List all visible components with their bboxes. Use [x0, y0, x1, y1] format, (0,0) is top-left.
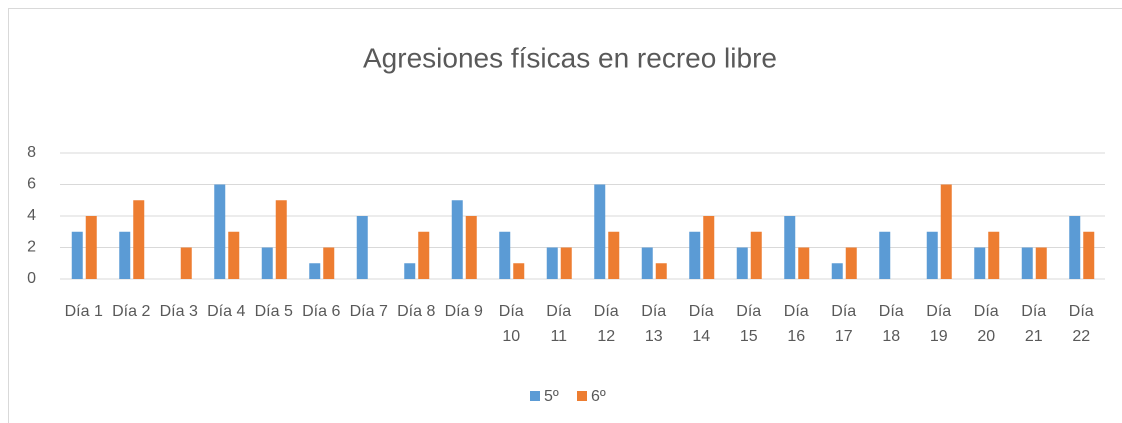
- x-tick-label: Día 13: [641, 303, 667, 345]
- legend-swatch: [530, 391, 540, 401]
- bar: [560, 247, 572, 279]
- x-tick-label: Día 18: [878, 303, 904, 345]
- chart-title: Agresiones físicas en recreo libre: [363, 42, 777, 73]
- bar: [1035, 247, 1047, 279]
- bar: [879, 231, 891, 279]
- x-tick-label: Día 9: [444, 303, 483, 320]
- x-tick-label: Día 5: [254, 303, 293, 320]
- bar: [594, 184, 606, 279]
- y-tick-label: 4: [27, 207, 36, 224]
- bar: [546, 247, 558, 279]
- y-tick-label: 6: [27, 176, 36, 193]
- x-tick-label: Día 14: [688, 303, 714, 345]
- bar: [940, 184, 952, 279]
- x-tick-label: Día 22: [1068, 303, 1094, 345]
- legend-swatch: [577, 391, 587, 401]
- y-tick-label: 8: [27, 144, 36, 161]
- x-tick-label: Día 4: [207, 303, 246, 320]
- x-tick-label: Día 1: [64, 303, 103, 320]
- bar: [784, 216, 796, 279]
- x-tick-label: Día 16: [783, 303, 809, 345]
- bar: [831, 263, 843, 279]
- bar: [845, 247, 857, 279]
- bar: [418, 231, 430, 279]
- bar: [974, 247, 986, 279]
- legend-label: 5º: [544, 388, 559, 405]
- bar: [513, 263, 525, 279]
- bar: [750, 231, 762, 279]
- bar: [655, 263, 667, 279]
- bar: [119, 231, 131, 279]
- bar: [1021, 247, 1033, 279]
- bar: [926, 231, 938, 279]
- x-tick-label: Día 19: [926, 303, 952, 345]
- bar: [499, 231, 511, 279]
- bar: [1083, 231, 1095, 279]
- bar: [71, 231, 83, 279]
- bar: [689, 231, 701, 279]
- x-tick-label: Día 6: [302, 303, 341, 320]
- bar: [261, 247, 273, 279]
- y-tick-label: 2: [27, 239, 36, 256]
- x-tick-label: Día 8: [397, 303, 436, 320]
- bar: [228, 231, 240, 279]
- bar: [608, 231, 620, 279]
- y-tick-label: 0: [27, 270, 36, 287]
- chart-border: [8, 8, 1122, 423]
- bar: [988, 231, 1000, 279]
- x-tick-label: Día 10: [498, 303, 524, 345]
- x-tick-label: Día 17: [831, 303, 857, 345]
- bar: [1069, 216, 1081, 279]
- x-tick-label: Día 21: [1021, 303, 1047, 345]
- bar: [465, 216, 477, 279]
- bar: [404, 263, 416, 279]
- x-tick-label: Día 7: [349, 303, 388, 320]
- x-tick-label: Día 20: [973, 303, 999, 345]
- bar: [703, 216, 715, 279]
- bar: [323, 247, 335, 279]
- bar: [736, 247, 748, 279]
- x-tick-label: Día 12: [593, 303, 619, 345]
- bar: [85, 216, 97, 279]
- x-tick-label: Día 11: [546, 303, 572, 345]
- bar: [309, 263, 321, 279]
- legend-label: 6º: [591, 388, 606, 405]
- bar: [133, 200, 145, 279]
- x-tick-label: Día 3: [159, 303, 198, 320]
- bar: [275, 200, 287, 279]
- x-tick-label: Día 2: [112, 303, 151, 320]
- bar: [451, 200, 463, 279]
- bar: [641, 247, 653, 279]
- bar: [798, 247, 810, 279]
- bar: [356, 216, 368, 279]
- x-tick-label: Día 15: [736, 303, 762, 345]
- bar: [214, 184, 226, 279]
- bar: [180, 247, 192, 279]
